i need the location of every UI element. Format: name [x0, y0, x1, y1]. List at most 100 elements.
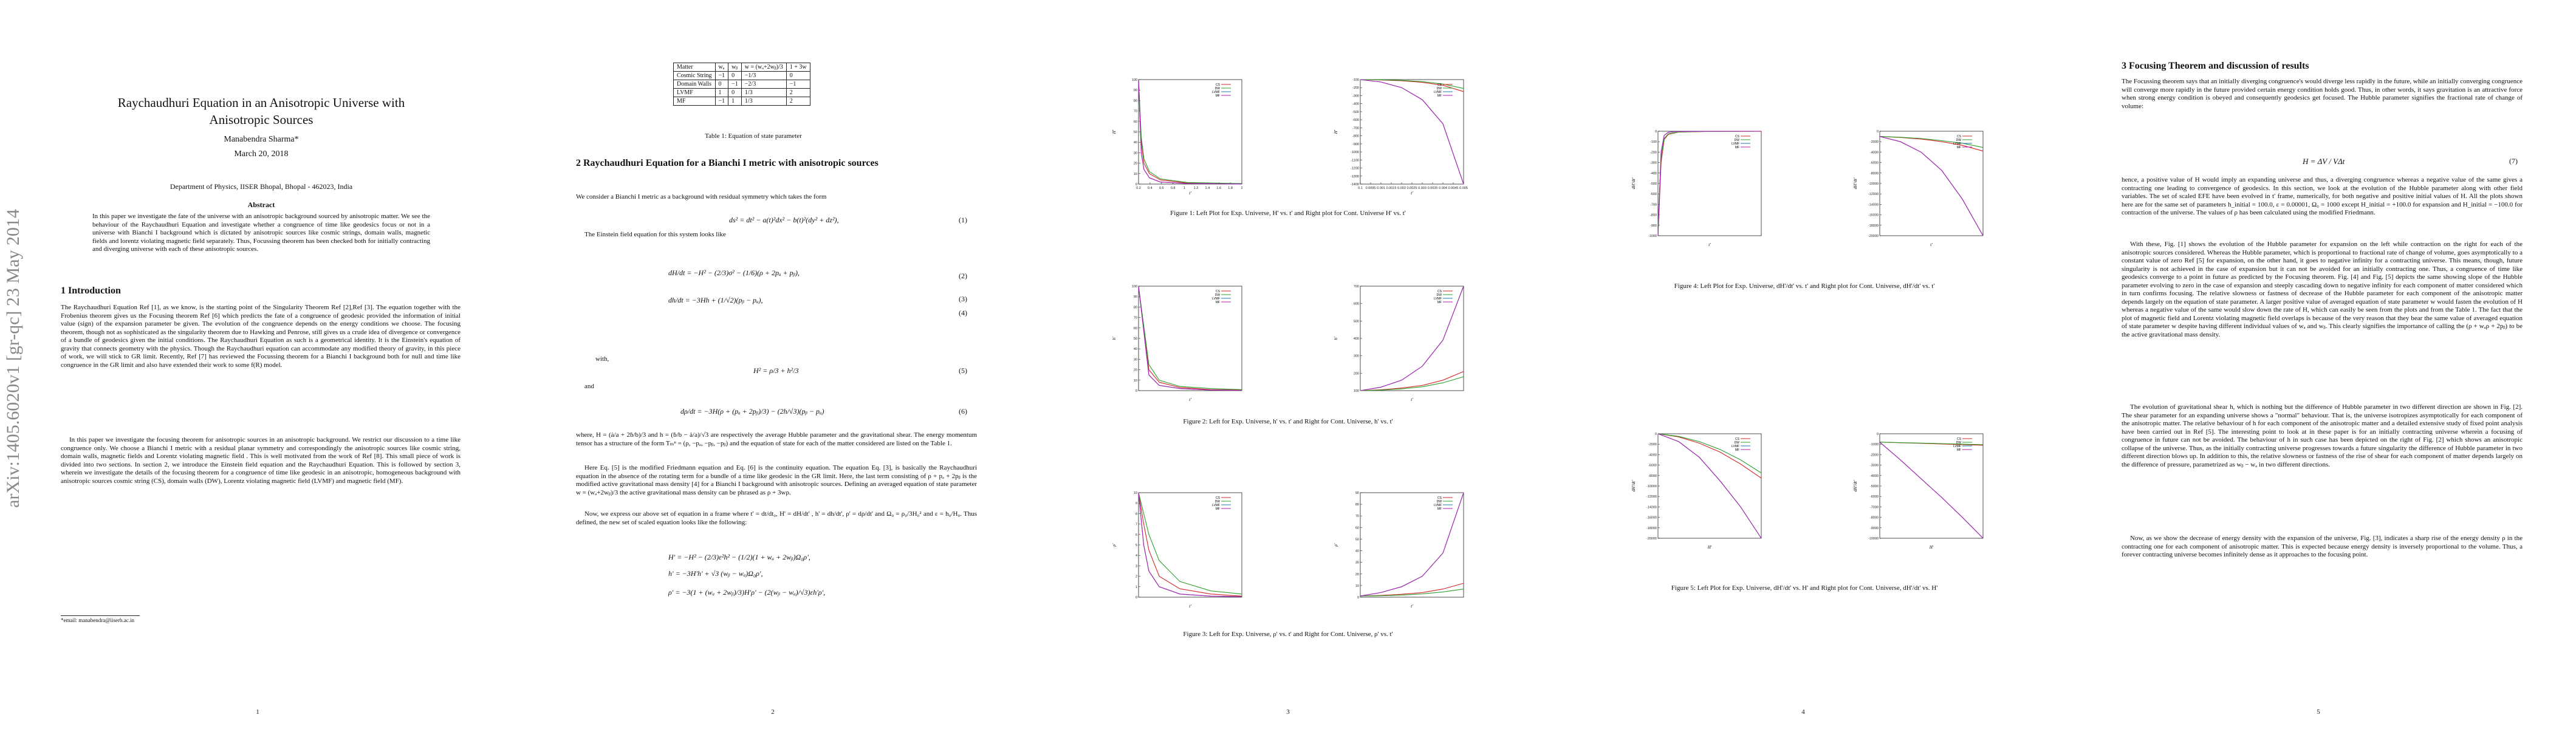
paragraph: Here Eq. [5] is the modified Friedmann e… — [576, 464, 977, 496]
series-line-dw — [1138, 492, 1242, 595]
equation: H² = ρ/3 + h²/3 — [753, 366, 799, 375]
figure-5-right-plot: 0 -1000 -2000 -3000 -4000 -5000 -6000 -7000 -800… — [1853, 430, 1993, 560]
y-tick-label: 300 — [1354, 355, 1359, 358]
x-tick-label: 0.1 — [1358, 187, 1363, 190]
table-header-row: Matter wₐ wᵦ w = (wₐ+2wᵦ)/3 1 + 3w — [673, 63, 810, 72]
figure-1-left-plot: 0 10 20 30 40 50 60 70 80 90 100 0.2 0.4 0.6 0.8 1 1.2 1.… — [1112, 76, 1252, 206]
y-tick-label: -1400 — [1351, 183, 1359, 187]
y-tick-label: -4000 — [1870, 151, 1879, 154]
y-tick-label: 30 — [1355, 561, 1359, 565]
y-tick-label: -6000 — [1870, 495, 1879, 499]
table-header: w = (wₐ+2wᵦ)/3 — [741, 63, 787, 72]
series-line-lvmf — [1879, 136, 1984, 236]
chart-svg: -100 -200 -300 -400 -500 -600 -700 -800 -900 -100… — [1334, 78, 1468, 196]
series-line-mf — [1657, 131, 1762, 236]
series-line-cs — [1657, 433, 1762, 479]
y-tick-label: 30 — [1134, 151, 1137, 155]
series-line-dw — [1138, 79, 1242, 184]
y-tick-label: 1 — [1136, 586, 1137, 589]
figure-caption: Figure 3: Left for Exp. Universe, ρ' vs.… — [1183, 631, 1393, 638]
legend-label: DW — [1735, 441, 1740, 445]
y-tick-label: -700 — [1352, 126, 1359, 130]
y-tick-label: 40 — [1134, 141, 1137, 145]
y-axis-label: h' — [1112, 337, 1117, 340]
x-tick-label: 1.4 — [1205, 187, 1210, 190]
affiliation: Department of Physics, IISER Bhopal, Bho… — [170, 182, 353, 191]
legend-label: MF — [1216, 94, 1220, 98]
paragraph: In this paper we investigate the focusin… — [61, 436, 461, 485]
x-tick-label: 0.004 — [1439, 187, 1447, 190]
y-tick-label: -18000 — [1646, 527, 1657, 530]
page-number: 1 — [256, 708, 259, 716]
table-row: Domain Walls 0 −1 −2/3 −1 — [673, 80, 810, 89]
table-header: 1 + 3w — [786, 63, 810, 72]
legend-label: CS — [1437, 83, 1442, 87]
legend-label: MF — [1437, 507, 1442, 511]
x-tick-label: 0.0015 — [1386, 187, 1397, 190]
x-axis-label: t' — [1411, 397, 1413, 402]
y-tick-label: -400 — [1352, 103, 1359, 106]
paragraph: We consider a Bianchi I metric as a back… — [576, 193, 827, 200]
y-tick-label: 0 — [1136, 389, 1137, 393]
y-axis-label: H' — [1334, 129, 1338, 134]
y-tick-label: -700 — [1650, 203, 1657, 207]
y-tick-label: -100 — [1352, 78, 1359, 82]
y-tick-label: -600 — [1352, 118, 1359, 122]
table-cell: −1 — [714, 97, 729, 106]
page-number: 4 — [1801, 708, 1805, 716]
y-tick-label: -900 — [1650, 224, 1657, 228]
figure-4-left-plot: 0 -100 -200 -300 -400 -500 -600 -700 -800 -900 -10… — [1631, 128, 1771, 258]
y-tick-label: -10000 — [1868, 537, 1879, 541]
page-4: 4 — [1546, 0, 2061, 729]
y-tick-label: -4000 — [1648, 453, 1657, 457]
y-tick-label: -800 — [1650, 214, 1657, 217]
y-tick-label: 20 — [1355, 573, 1359, 577]
series-line-dw — [1138, 286, 1242, 390]
legend-label: DW — [1215, 87, 1221, 91]
figure-4-right-plot: 0 -2000 -4000 -6000 -8000 -10000 -12000 -14000 -… — [1853, 128, 1993, 258]
series-line-cs — [1138, 492, 1242, 597]
y-tick-label: -9000 — [1870, 527, 1879, 530]
y-tick-label: -1000 — [1351, 151, 1359, 154]
y-tick-label: -2000 — [1648, 443, 1657, 447]
table-cell: −1 — [728, 80, 742, 89]
equation: dH/dt = −H² − (2/3)σ² − (1/6)(ρ + 2pₐ + … — [668, 269, 800, 277]
y-tick-label: 4 — [1136, 554, 1137, 558]
table-cell: −1/3 — [741, 71, 787, 80]
y-tick-label: 50 — [1134, 131, 1137, 134]
y-tick-label: 400 — [1354, 337, 1359, 341]
text: and — [584, 383, 594, 390]
equation: dh/dt = −3Hh + (1/√2)(pᵦ − pₐ), — [668, 296, 763, 304]
y-axis-label: dH'/dt' — [1853, 177, 1858, 189]
table-cell: −1 — [714, 71, 729, 80]
equation-number: (2) — [959, 272, 967, 280]
legend-label: CS — [1216, 290, 1221, 293]
x-tick-label: 0.8 — [1171, 187, 1176, 190]
y-tick-label: -12000 — [1868, 193, 1879, 196]
table-cell: Cosmic String — [673, 71, 716, 80]
arxiv-id[interactable]: arXiv:1405.6020v1 [gr-qc] 23 May 2014 — [3, 209, 23, 508]
table-header: Matter — [673, 63, 716, 72]
y-tick-label: 90 — [1134, 89, 1137, 92]
eos-table: Matter wₐ wᵦ w = (wₐ+2wᵦ)/3 1 + 3w Cosmi… — [673, 63, 810, 106]
y-tick-label: 80 — [1134, 306, 1137, 309]
y-tick-label: -1300 — [1351, 175, 1359, 179]
arxiv-sidebar: arXiv:1405.6020v1 [gr-qc] 23 May 2014 — [1, 200, 26, 516]
table-cell: 2 — [786, 97, 810, 106]
table-cell: MF — [673, 97, 716, 106]
x-tick-label: 1.2 — [1194, 187, 1199, 190]
figure-caption: Figure 5: Left Plot for Exp. Universe, d… — [1671, 584, 1938, 592]
x-axis-label: t' — [1930, 242, 1933, 247]
equation: ρ' = −3(1 + (wₐ + 2wᵦ)/3)H'ρ' − (2(wᵦ − … — [668, 588, 826, 597]
legend-label: CS — [1735, 135, 1740, 139]
table-cell: −1 — [786, 80, 810, 89]
page-2: 2 — [515, 0, 1030, 729]
table-caption: Table 1: Equation of state parameter — [705, 132, 802, 140]
y-tick-label: -300 — [1650, 162, 1657, 165]
x-tick-label: 0.0095 — [1366, 187, 1376, 190]
legend-label: CS — [1957, 437, 1962, 441]
x-axis-label: t' — [1189, 397, 1191, 402]
y-tick-label: -16000 — [1868, 214, 1879, 217]
